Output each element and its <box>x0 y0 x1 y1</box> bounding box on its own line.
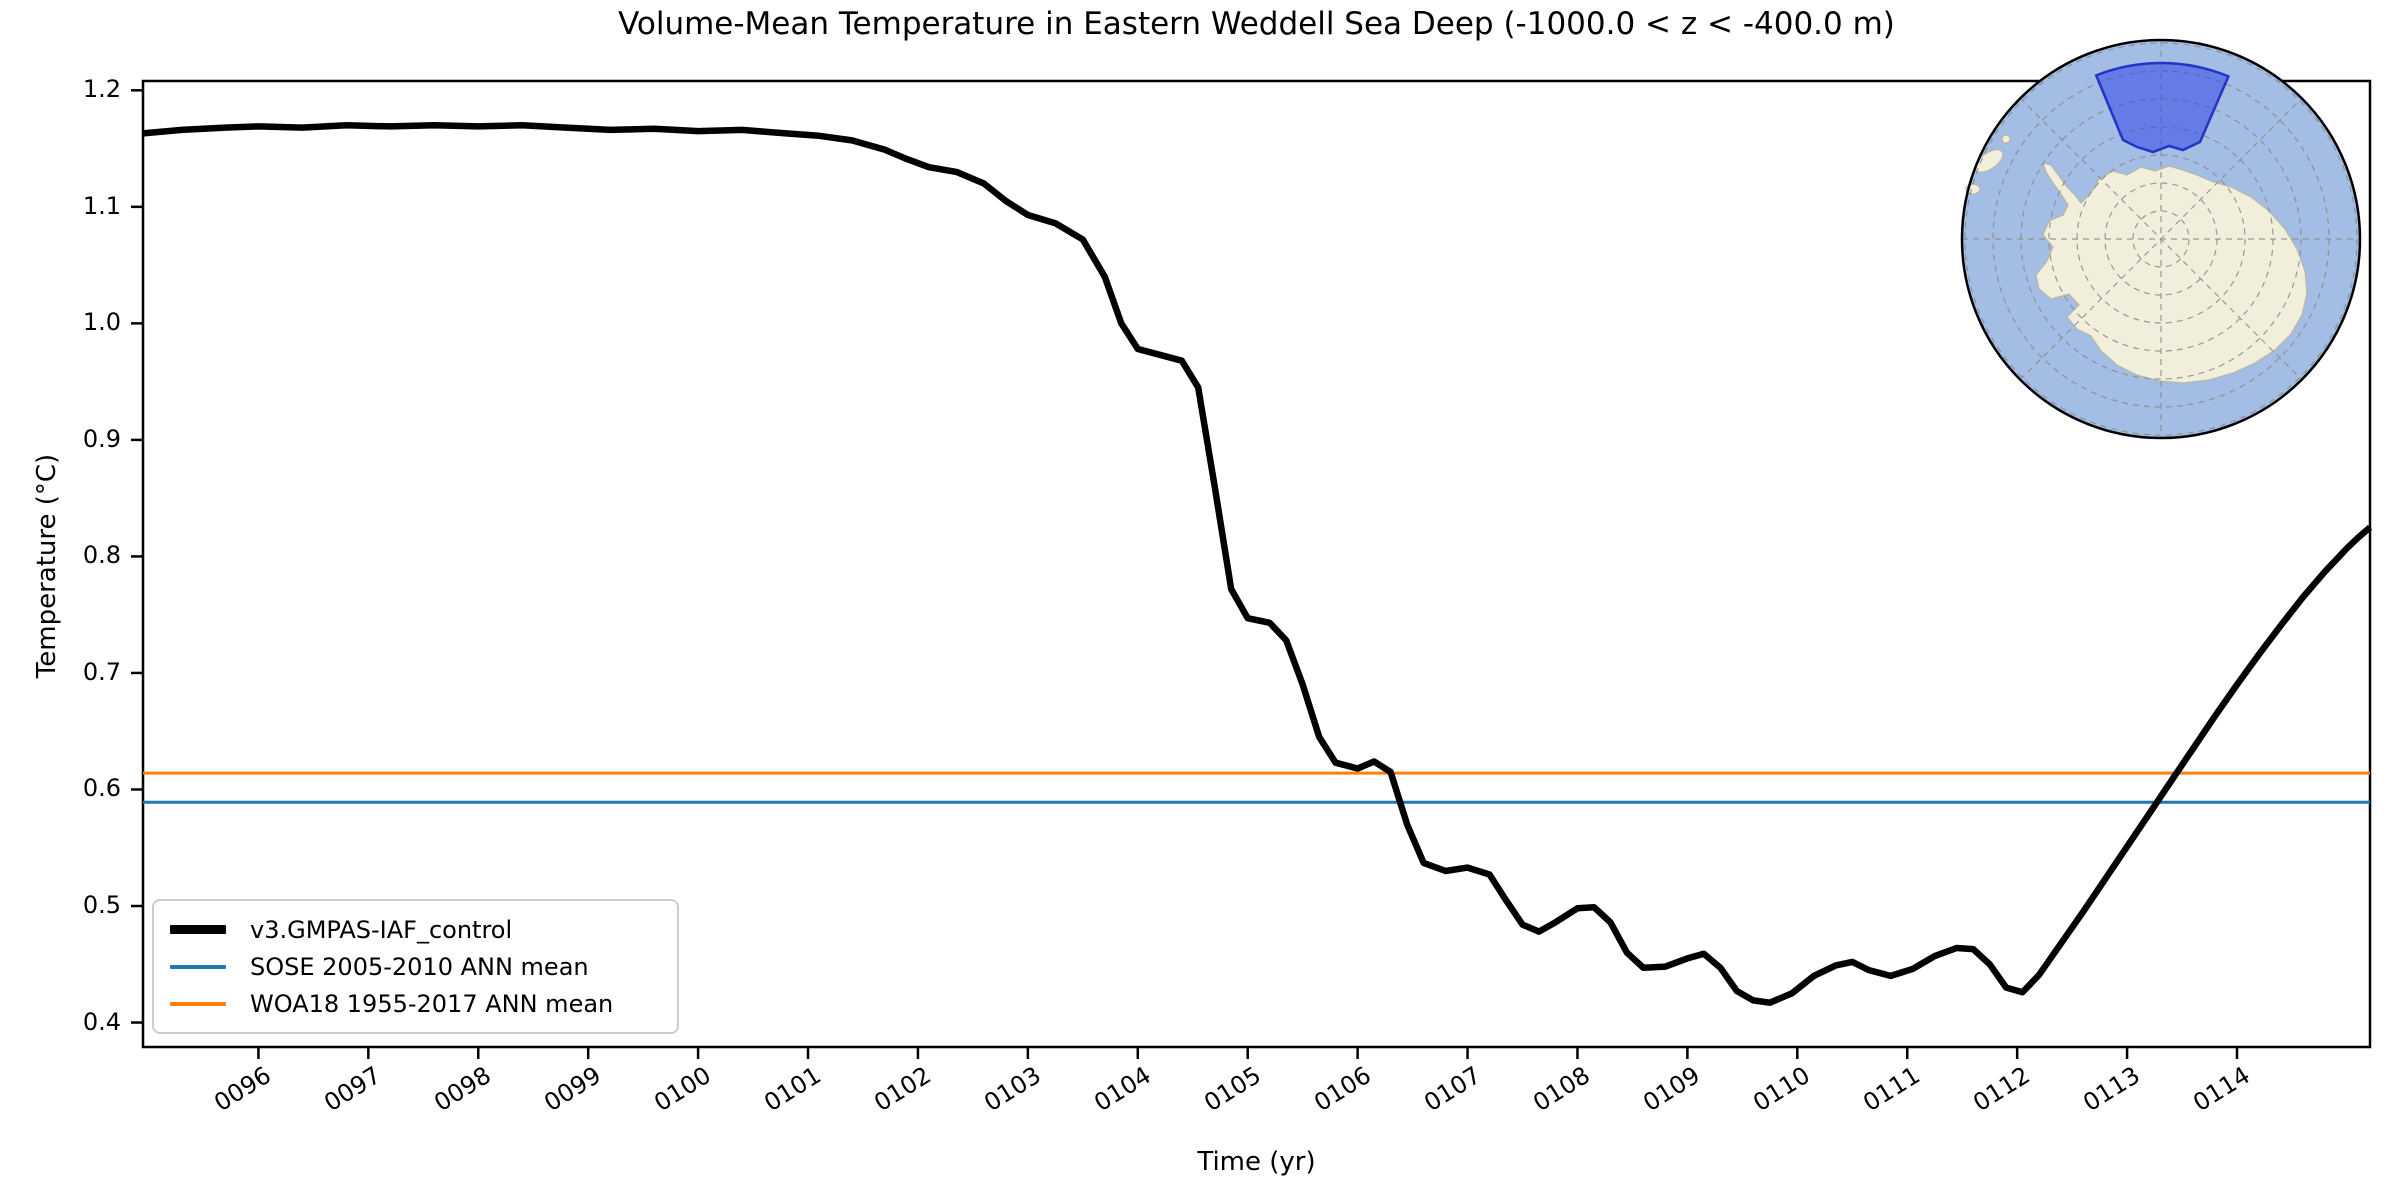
map-border <box>1960 38 2362 440</box>
legend-swatch-control <box>170 925 226 934</box>
y-tick-label: 0.8 <box>82 541 121 570</box>
legend-swatch-sose <box>170 964 226 969</box>
y-tick-label: 0.7 <box>82 657 121 686</box>
y-tick-label: 0.6 <box>82 774 121 803</box>
y-tick-label: 1.2 <box>82 75 121 104</box>
y-tick-label: 0.4 <box>82 1007 121 1036</box>
y-tick-label: 1.0 <box>82 308 121 337</box>
island-dot <box>2001 134 2011 144</box>
y-tick-label: 0.5 <box>82 891 121 919</box>
y-axis-label: Temperature (°C) <box>32 453 62 679</box>
island-south-america-tip <box>1974 149 2004 173</box>
legend-item-woa: WOA18 1955-2017 ANN mean <box>170 985 661 1022</box>
chart-title: Volume-Mean Temperature in Eastern Wedde… <box>618 6 1895 42</box>
axes-frame <box>141 79 2372 1049</box>
graticule <box>1962 40 2360 438</box>
x-axis-label: Time (yr) <box>1197 1147 1316 1177</box>
inset-map <box>1960 38 2362 440</box>
y-tick-label: 0.9 <box>82 424 121 453</box>
legend-swatch-woa <box>170 1001 226 1006</box>
reference-lines <box>143 771 2370 804</box>
control-series-line <box>142 122 2373 1006</box>
legend-label-control: v3.GMPAS-IAF_control <box>250 915 513 944</box>
x-axis-ticks <box>257 1047 2239 1059</box>
y-tick-label: 1.1 <box>82 191 121 220</box>
y-axis-ticks <box>131 89 143 1024</box>
legend: v3.GMPAS-IAF_control SOSE 2005-2010 ANN … <box>152 899 679 1034</box>
legend-item-sose: SOSE 2005-2010 ANN mean <box>170 948 661 985</box>
legend-item-control: v3.GMPAS-IAF_control <box>170 911 661 948</box>
antarctica-landmass <box>1965 134 2308 384</box>
region-highlight-wedge <box>2094 61 2231 154</box>
antarctica-continent <box>2035 162 2308 384</box>
legend-label-sose: SOSE 2005-2010 ANN mean <box>250 952 589 981</box>
legend-label-woa: WOA18 1955-2017 ANN mean <box>250 989 614 1018</box>
